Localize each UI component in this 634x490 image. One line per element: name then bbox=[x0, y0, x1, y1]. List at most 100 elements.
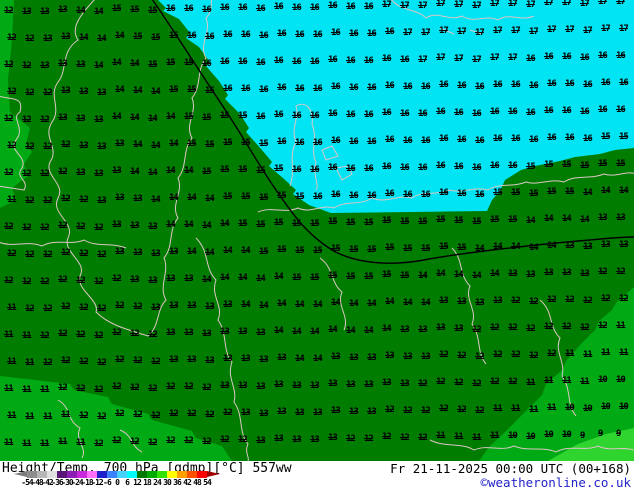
scandinavia-coastline bbox=[391, 0, 535, 35]
temp-value: 16 bbox=[382, 54, 392, 64]
temp-value: 12 bbox=[565, 295, 575, 305]
temp-value: 12 bbox=[22, 115, 32, 125]
temp-value: 16 bbox=[454, 162, 464, 172]
temp-value: 15 bbox=[187, 139, 197, 149]
temp-value: 14 bbox=[403, 298, 413, 308]
temp-value: 12 bbox=[7, 87, 17, 97]
temp-value: 13 bbox=[241, 354, 251, 364]
temperature-value-grid: 12 13 13 13 14 14 15 15 15 16 16 16 16 16 16 16 16 16 16 16… bbox=[4, 0, 629, 449]
temp-value: 14 bbox=[418, 271, 428, 281]
temp-value: 14 bbox=[295, 300, 305, 310]
temp-value: 17 bbox=[439, 26, 449, 36]
temp-value: 12 bbox=[133, 302, 143, 312]
temp-value: 12 bbox=[184, 436, 194, 446]
temp-value: 9 bbox=[580, 431, 586, 441]
temp-value: 14 bbox=[205, 194, 215, 204]
temp-value: 12 bbox=[61, 248, 71, 258]
temp-value: 12 bbox=[382, 432, 392, 442]
temp-value: 16 bbox=[475, 82, 485, 92]
temp-value: 12 bbox=[22, 223, 32, 233]
temp-value: 14 bbox=[130, 113, 140, 123]
temp-value: 17 bbox=[601, 24, 611, 34]
temp-value: 10 bbox=[616, 375, 626, 385]
temp-value: 15 bbox=[310, 219, 320, 229]
temp-value: 14 bbox=[385, 297, 395, 307]
temp-value: 14 bbox=[187, 247, 197, 257]
temp-value: 12 bbox=[598, 321, 608, 331]
temp-value: 13 bbox=[526, 270, 536, 280]
temp-value: 11 bbox=[7, 411, 17, 421]
scale-tick-label: 6 bbox=[125, 478, 130, 487]
temp-value: 16 bbox=[439, 134, 449, 144]
scale-segment bbox=[187, 471, 197, 478]
temp-value: 16 bbox=[364, 2, 374, 12]
temp-value: 12 bbox=[490, 377, 500, 387]
temp-value: 14 bbox=[490, 269, 500, 279]
copyright-link[interactable]: ©weatheronline.co.uk bbox=[480, 475, 631, 490]
temp-value: 12 bbox=[94, 331, 104, 341]
temp-value: 16 bbox=[580, 53, 590, 63]
temp-value: 12 bbox=[454, 378, 464, 388]
temp-value: 12 bbox=[22, 169, 32, 179]
scale-tick-label: -24 bbox=[71, 478, 83, 487]
temp-value: 13 bbox=[382, 378, 392, 388]
temp-value: 14 bbox=[94, 7, 104, 17]
temp-value: 15 bbox=[346, 218, 356, 228]
temp-value: 13 bbox=[166, 328, 176, 338]
temp-value: 13 bbox=[616, 213, 626, 223]
temp-value: 14 bbox=[562, 214, 572, 224]
temp-value: 13 bbox=[220, 381, 230, 391]
temp-value: 12 bbox=[4, 222, 14, 232]
temp-value: 15 bbox=[169, 85, 179, 95]
temp-value: 16 bbox=[565, 79, 575, 89]
temp-value: 11 bbox=[4, 384, 14, 394]
temp-value: 13 bbox=[58, 59, 68, 69]
temp-value: 17 bbox=[490, 53, 500, 63]
temp-value: 16 bbox=[310, 57, 320, 67]
temp-value: 15 bbox=[256, 166, 266, 176]
inland-border-vertical bbox=[195, 237, 249, 461]
temp-value: 11 bbox=[511, 404, 521, 414]
temp-value: 14 bbox=[220, 273, 230, 283]
temp-value: 12 bbox=[130, 383, 140, 393]
scale-segment bbox=[67, 471, 77, 478]
temp-value: 11 bbox=[529, 405, 539, 415]
temp-value: 16 bbox=[508, 161, 518, 171]
temp-value: 16 bbox=[418, 109, 428, 119]
temp-value: 16 bbox=[436, 107, 446, 117]
temp-value: 12 bbox=[58, 275, 68, 285]
temp-value: 14 bbox=[202, 221, 212, 231]
inland-border-left bbox=[0, 239, 127, 249]
temp-value: 12 bbox=[436, 377, 446, 387]
temp-value: 16 bbox=[544, 106, 554, 116]
temp-value: 17 bbox=[508, 0, 518, 9]
temp-value: 11 bbox=[25, 412, 35, 422]
temp-value: 13 bbox=[184, 274, 194, 284]
temp-value: 13 bbox=[400, 325, 410, 335]
scale-segment bbox=[167, 471, 177, 478]
temp-value: 15 bbox=[616, 159, 626, 169]
temp-value: 16 bbox=[493, 134, 503, 144]
temp-value: 12 bbox=[418, 433, 428, 443]
temp-value: 15 bbox=[133, 32, 143, 42]
temp-value: 17 bbox=[562, 0, 572, 8]
temp-value: 16 bbox=[598, 51, 608, 61]
temp-value: 16 bbox=[223, 84, 233, 94]
temp-value: 12 bbox=[421, 406, 431, 416]
temp-value: 13 bbox=[436, 323, 446, 333]
temp-value: 12 bbox=[148, 330, 158, 340]
scale-segment bbox=[127, 471, 137, 478]
scale-segment bbox=[177, 471, 187, 478]
temp-value: 15 bbox=[382, 270, 392, 280]
temp-value: 16 bbox=[454, 108, 464, 118]
temp-value: 16 bbox=[562, 52, 572, 62]
temp-value: 9 bbox=[616, 429, 622, 439]
temp-value: 14 bbox=[241, 246, 251, 256]
temp-value: 15 bbox=[205, 140, 215, 150]
temp-value: 15 bbox=[562, 160, 572, 170]
temp-value: 15 bbox=[385, 243, 395, 253]
temp-value: 13 bbox=[601, 240, 611, 250]
temp-value: 16 bbox=[601, 78, 611, 88]
temp-value: 10 bbox=[562, 430, 572, 440]
temp-value: 14 bbox=[115, 31, 125, 41]
